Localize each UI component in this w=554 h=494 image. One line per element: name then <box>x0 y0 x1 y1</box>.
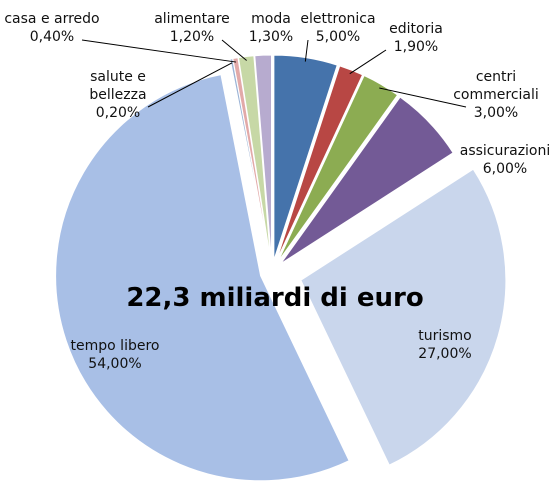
pie-slice <box>254 54 273 261</box>
category-label: assicurazioni <box>459 143 551 159</box>
slice-label: centri commerciali 3,00% <box>451 68 541 122</box>
category-label: centri commerciali <box>453 69 539 103</box>
category-label: moda <box>251 11 291 27</box>
slice-label: alimentare 1,20% <box>147 10 237 46</box>
pie-slice <box>55 74 350 482</box>
category-label: turismo <box>418 328 472 344</box>
leader-line <box>221 39 247 61</box>
pie-slice <box>277 74 399 262</box>
category-label: salute e bellezza <box>89 69 147 103</box>
pie-slice <box>280 96 454 265</box>
slice-label: tempo libero 54,00% <box>60 337 170 373</box>
slice-label: salute e bellezza 0,20% <box>78 68 158 122</box>
pie-slice <box>300 168 507 466</box>
pie-slice <box>232 57 271 261</box>
leader-line <box>379 87 467 108</box>
slice-label: elettronica 5,00% <box>293 10 383 46</box>
category-label: casa e arredo <box>4 11 100 27</box>
leader-line <box>81 39 237 63</box>
value-label: 54,00% <box>88 356 142 372</box>
category-label: elettronica <box>300 11 376 27</box>
value-label: 6,00% <box>482 161 528 177</box>
leader-line <box>304 39 309 62</box>
value-label: 5,00% <box>315 29 361 45</box>
pie-slice <box>275 65 364 262</box>
leader-line <box>147 62 233 108</box>
leader-line <box>349 49 387 75</box>
value-label: 27,00% <box>418 346 472 362</box>
value-label: 0,20% <box>95 105 141 121</box>
category-label: tempo libero <box>70 338 160 354</box>
slice-label: assicurazioni 6,00% <box>455 142 554 178</box>
slice-label: casa e arredo 0,40% <box>0 10 107 46</box>
slice-label: editoria 1,90% <box>381 20 451 56</box>
value-label: 1,30% <box>248 29 294 45</box>
slice-label: moda 1,30% <box>241 10 301 46</box>
value-label: 0,40% <box>29 29 75 45</box>
center-annotation: 22,3 miliardi di euro <box>126 283 424 313</box>
value-label: 3,00% <box>473 105 519 121</box>
value-label: 1,90% <box>393 39 439 55</box>
category-label: editoria <box>389 21 443 37</box>
value-label: 1,20% <box>169 29 215 45</box>
pie-slice <box>237 55 272 261</box>
category-label: alimentare <box>154 11 230 27</box>
slice-label: turismo 27,00% <box>405 327 485 363</box>
